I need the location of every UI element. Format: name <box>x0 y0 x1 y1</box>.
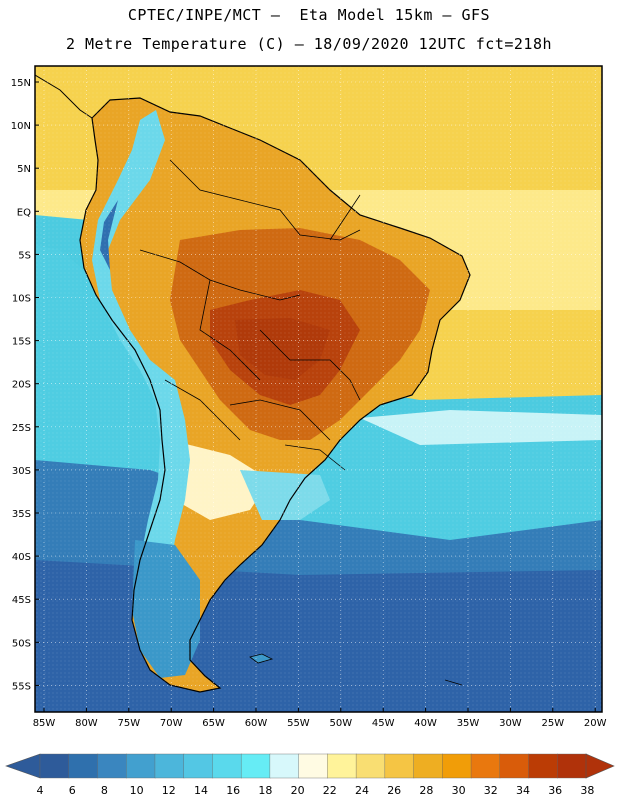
colorbar-swatch <box>39 753 70 779</box>
colorbar-swatch <box>269 753 300 779</box>
lon-label: 70W <box>160 718 183 729</box>
lat-label: 55S <box>12 681 31 692</box>
map-frame <box>34 65 603 713</box>
colorbar-swatch <box>499 753 530 779</box>
colorbar: 4 6 8 10 12 14 16 18 20 22 24 26 28 30 32 34 36 38 <box>5 753 615 797</box>
colorbar-label: 38 <box>580 784 594 797</box>
colorbar-high-arrow <box>585 753 615 779</box>
colorbar-label: 10 <box>130 784 144 797</box>
lat-label: 30S <box>12 466 31 477</box>
colorbar-swatch <box>413 753 444 779</box>
colorbar-label: 18 <box>258 784 272 797</box>
graticule <box>35 66 602 712</box>
colorbar-swatch <box>212 753 242 779</box>
lon-label: 85W <box>33 718 56 729</box>
colorbar-label: 28 <box>419 784 433 797</box>
colorbar-swatch <box>470 753 501 779</box>
lon-label: 20W <box>584 718 607 729</box>
temperature-field <box>35 66 602 712</box>
colorbar-swatch <box>557 753 587 779</box>
lon-label: 35W <box>457 718 480 729</box>
lat-label: 10N <box>11 121 31 132</box>
colorbar-swatch <box>528 753 558 779</box>
colorbar-label: 6 <box>69 784 76 797</box>
lon-label: 50W <box>329 718 352 729</box>
lat-label: 5S <box>18 250 31 261</box>
colorbar-label: 26 <box>387 784 401 797</box>
colorbar-swatch <box>355 753 386 779</box>
lat-label: 10S <box>12 294 31 305</box>
colorbar-swatch <box>154 753 185 779</box>
colorbar-swatch <box>384 753 415 779</box>
lat-label: 5N <box>17 164 31 175</box>
lon-label: 30W <box>499 718 522 729</box>
colorbar-swatch <box>298 753 329 779</box>
lat-label: 25S <box>12 423 31 434</box>
colorbar-label: 32 <box>484 784 498 797</box>
colorbar-label: 30 <box>452 784 466 797</box>
colorbar-swatch <box>442 753 472 779</box>
lat-label: 40S <box>12 552 31 563</box>
lat-label: 50S <box>12 638 31 649</box>
colorbar-swatch <box>327 753 357 779</box>
colorbar-label: 24 <box>355 784 369 797</box>
lon-label: 75W <box>117 718 140 729</box>
colorbar-label: 34 <box>516 784 530 797</box>
lat-label: 15N <box>11 78 31 89</box>
lon-label: 65W <box>202 718 225 729</box>
lon-label: 40W <box>414 718 437 729</box>
colorbar-swatch <box>183 753 214 779</box>
colorbar-label: 20 <box>291 784 305 797</box>
lat-label: 15S <box>12 337 31 348</box>
map-title-line2: 2 Metre Temperature (C) – 18/09/2020 12U… <box>65 35 553 53</box>
longitude-axis: 85W 80W 75W 70W 65W 60W 55W 50W 45W 40W 35W 30W 25W 2… <box>33 708 607 729</box>
field-texture <box>35 66 602 712</box>
lon-label: 45W <box>372 718 395 729</box>
colorbar-low-arrow <box>5 753 41 779</box>
colorbar-label: 22 <box>323 784 337 797</box>
lon-label: 60W <box>245 718 268 729</box>
colorbar-label: 16 <box>226 784 240 797</box>
lat-label: 20S <box>12 380 31 391</box>
map-title-line1: CPTEC/INPE/MCT – Eta Model 15km – GFS <box>127 6 491 24</box>
colorbar-label: 12 <box>162 784 176 797</box>
lat-label: 45S <box>12 595 31 606</box>
lat-label: 35S <box>12 509 31 520</box>
colorbar-label: 4 <box>37 784 44 797</box>
colorbar-label: 8 <box>101 784 108 797</box>
colorbar-swatch <box>126 753 156 779</box>
colorbar-swatch <box>68 753 99 779</box>
colorbar-label: 36 <box>548 784 562 797</box>
lon-label: 25W <box>541 718 564 729</box>
lat-label: EQ <box>17 207 31 218</box>
colorbar-swatch <box>240 753 271 779</box>
colorbar-swatch <box>97 753 127 779</box>
lon-label: 55W <box>287 718 310 729</box>
latitude-axis: 15N 10N 5N EQ 5S 10S 15S 20S 25S 30S 35S 40S 45S 50S 5… <box>11 78 39 692</box>
colorbar-label: 14 <box>194 784 208 797</box>
lon-label: 80W <box>75 718 98 729</box>
